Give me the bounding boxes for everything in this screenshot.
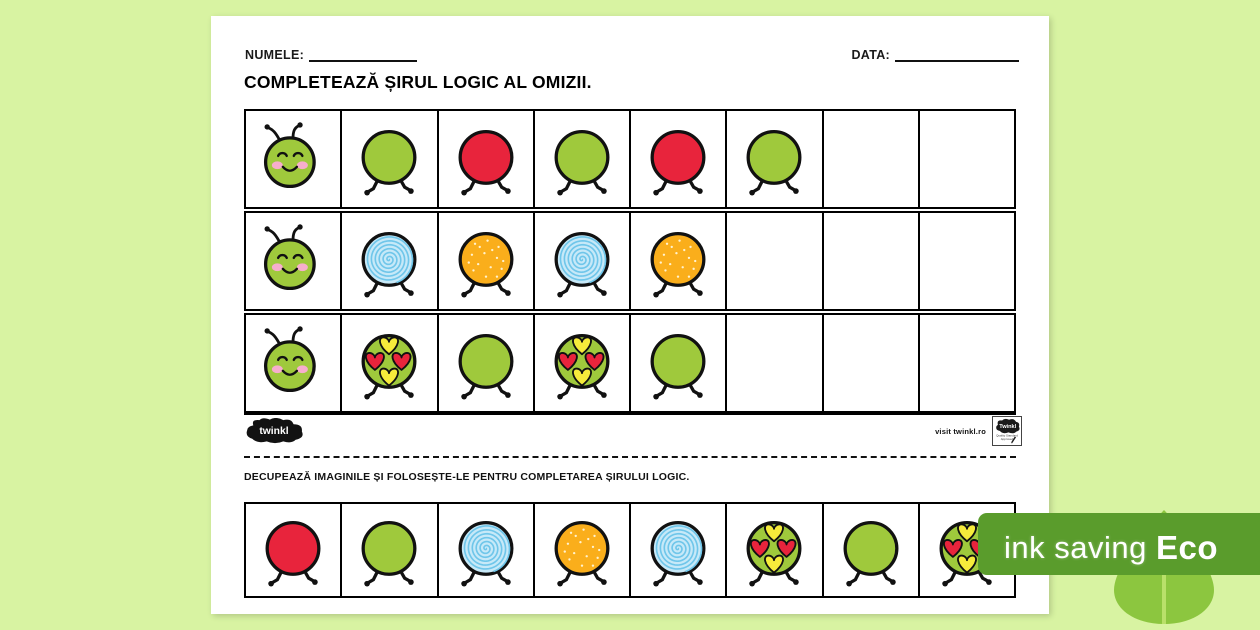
name-input-line[interactable] (309, 52, 418, 62)
pattern-cell-orange[interactable] (439, 213, 535, 309)
pattern-cell-empty[interactable] (920, 315, 1014, 411)
pattern-cell-red[interactable] (246, 504, 343, 596)
name-field-group: NUMELE: (245, 48, 418, 62)
caterpillar-red-segment-icon (642, 121, 714, 197)
pattern-cell-hearts[interactable] (920, 504, 1014, 596)
page-title: COMPLETEAZĂ ȘIRUL LOGIC AL OMIZII. (244, 72, 592, 92)
pattern-cell-empty[interactable] (920, 111, 1014, 207)
pattern-cell-hearts[interactable] (535, 315, 631, 411)
caterpillar-green-segment-icon (642, 325, 714, 401)
pattern-row-3 (244, 313, 1016, 413)
svg-text:Quality Standard: Quality Standard (996, 434, 1018, 438)
name-label: NUMELE: (245, 48, 305, 62)
pattern-cell-orange[interactable] (535, 504, 631, 596)
caterpillar-green-segment-icon (353, 121, 425, 197)
cut-line (244, 456, 1016, 458)
caterpillar-head-icon (257, 325, 329, 401)
svg-text:Approved: Approved (1001, 437, 1014, 441)
worksheet-header: NUMELE: DATA: (245, 48, 1021, 70)
cutout-row (244, 502, 1016, 598)
pattern-row-2 (244, 211, 1016, 311)
caterpillar-hearts-segment-icon (546, 325, 618, 401)
pattern-cell-orange[interactable] (631, 213, 728, 309)
eco-text: Eco (1156, 529, 1219, 566)
caterpillar-hearts-segment-icon (931, 512, 1003, 588)
caterpillar-hearts-segment-icon (738, 512, 810, 588)
caterpillar-red-segment-icon (257, 512, 329, 588)
pattern-cell-head[interactable] (246, 111, 343, 207)
pattern-cell-hearts[interactable] (342, 315, 439, 411)
quality-standard-badge: Twinkl Quality Standard Approved (992, 416, 1022, 446)
pattern-cell-green[interactable] (342, 504, 439, 596)
pattern-cell-green[interactable] (727, 111, 824, 207)
pattern-cell-empty[interactable] (727, 213, 824, 309)
caterpillar-red-segment-icon (450, 121, 522, 197)
pattern-cell-empty[interactable] (824, 315, 920, 411)
caterpillar-head-icon (257, 121, 329, 197)
worksheet-page: NUMELE: DATA: COMPLETEAZĂ ȘIRUL LOGIC AL… (211, 16, 1049, 614)
leaf-icon (1110, 508, 1218, 626)
pattern-row-1 (244, 109, 1016, 209)
svg-text:Twinkl: Twinkl (999, 424, 1016, 430)
pattern-cell-spiral[interactable] (631, 504, 728, 596)
footer-divider (244, 412, 1016, 415)
caterpillar-spiral-segment-icon (450, 512, 522, 588)
pattern-cell-red[interactable] (631, 111, 728, 207)
caterpillar-head-icon (257, 223, 329, 299)
pattern-cell-red[interactable] (439, 111, 535, 207)
pattern-cell-spiral[interactable] (439, 504, 535, 596)
pattern-cell-head[interactable] (246, 315, 343, 411)
caterpillar-green-segment-icon (738, 121, 810, 197)
visit-site-group[interactable]: visit twinkl.ro Twinkl Quality Standard … (935, 416, 1022, 446)
caterpillar-hearts-segment-icon (353, 325, 425, 401)
pattern-cell-empty[interactable] (824, 213, 920, 309)
pattern-cell-empty[interactable] (920, 213, 1014, 309)
caterpillar-green-segment-icon (450, 325, 522, 401)
pattern-cell-spiral[interactable] (535, 213, 631, 309)
twinkl-logo: twinkl (244, 417, 306, 444)
caterpillar-green-segment-icon (835, 512, 907, 588)
twinkl-wordmark: twinkl (259, 426, 288, 437)
visit-twinkl-text: visit twinkl.ro (935, 426, 986, 436)
caterpillar-spiral-segment-icon (642, 512, 714, 588)
caterpillar-orange-segment-icon (642, 223, 714, 299)
pattern-cell-empty[interactable] (727, 315, 824, 411)
pattern-cell-hearts[interactable] (727, 504, 824, 596)
date-input-line[interactable] (895, 52, 1019, 62)
pattern-cell-head[interactable] (246, 213, 343, 309)
caterpillar-green-segment-icon (353, 512, 425, 588)
pattern-cell-green[interactable] (631, 315, 728, 411)
pattern-cell-spiral[interactable] (342, 213, 439, 309)
date-field-group: DATA: (851, 48, 1019, 62)
date-label: DATA: (851, 48, 890, 62)
caterpillar-spiral-segment-icon (546, 223, 618, 299)
pattern-cell-green[interactable] (439, 315, 535, 411)
pattern-cell-green[interactable] (342, 111, 439, 207)
caterpillar-orange-segment-icon (546, 512, 618, 588)
caterpillar-spiral-segment-icon (353, 223, 425, 299)
caterpillar-green-segment-icon (546, 121, 618, 197)
pattern-cell-green[interactable] (824, 504, 920, 596)
caterpillar-orange-segment-icon (450, 223, 522, 299)
pattern-cell-empty[interactable] (824, 111, 920, 207)
pattern-cell-green[interactable] (535, 111, 631, 207)
cutout-instruction: DECUPEAZĂ IMAGINILE ȘI FOLOSEȘTE-LE PENT… (244, 471, 690, 483)
